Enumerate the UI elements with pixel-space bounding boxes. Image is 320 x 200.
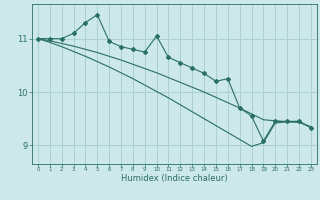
X-axis label: Humidex (Indice chaleur): Humidex (Indice chaleur)	[121, 174, 228, 183]
